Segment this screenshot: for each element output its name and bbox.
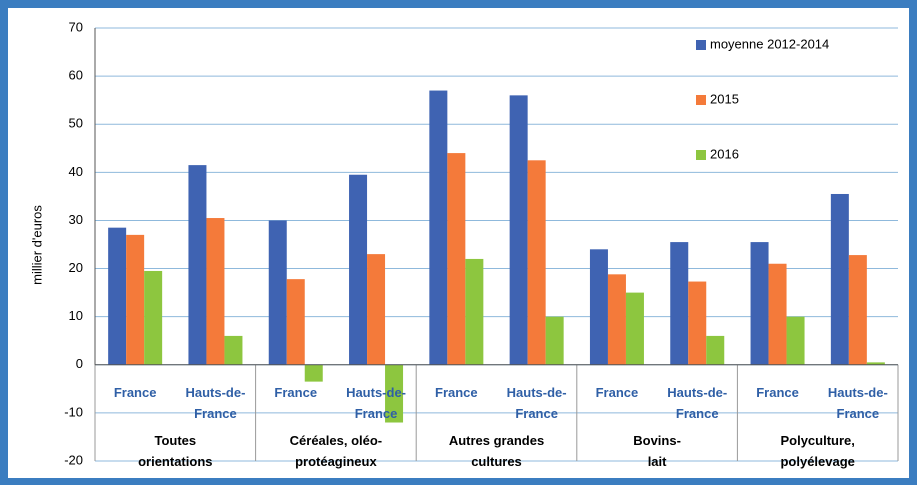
bar xyxy=(625,292,644,365)
group-label: Bovins-lait xyxy=(633,432,681,469)
x-tick-label: France xyxy=(274,384,318,400)
y-tick-label: 40 xyxy=(69,164,83,179)
x-tick-label: Hauts-de-France xyxy=(346,384,407,421)
y-tick-label: 20 xyxy=(69,260,83,275)
y-tick-label: 10 xyxy=(69,308,83,323)
legend-swatch xyxy=(696,150,706,160)
bar xyxy=(545,316,564,365)
legend-label: 2016 xyxy=(710,146,739,161)
bar xyxy=(589,249,608,365)
y-tick-label: 0 xyxy=(76,356,83,371)
bar xyxy=(607,274,626,365)
bar xyxy=(349,174,368,365)
x-tick-label: France xyxy=(595,384,639,400)
bar xyxy=(224,335,243,365)
x-tick-label: Hauts-de-France xyxy=(185,384,246,421)
group-label: Toutes orientations xyxy=(138,432,213,469)
y-tick-label: 60 xyxy=(69,68,83,83)
bar xyxy=(786,316,805,365)
bar xyxy=(429,90,448,365)
bar xyxy=(188,165,207,365)
bar xyxy=(706,335,725,365)
bar xyxy=(830,193,849,365)
bar xyxy=(527,160,546,365)
legend-label: 2015 xyxy=(710,91,739,106)
y-axis-label: millier d'euros xyxy=(29,205,44,285)
bar xyxy=(670,242,689,365)
y-tick-label: -20 xyxy=(64,452,83,467)
x-tick-label: Hauts-de-France xyxy=(827,384,888,421)
bar xyxy=(206,218,225,365)
bar xyxy=(750,242,769,365)
bar xyxy=(268,220,287,365)
group-label: Céréales, oléo-protéagineux xyxy=(289,432,383,469)
group-label: Polyculture, polyélevage xyxy=(780,432,855,469)
x-tick-label: Hauts-de-France xyxy=(667,384,728,421)
x-tick-label: France xyxy=(435,384,478,400)
y-tick-label: 30 xyxy=(69,212,83,227)
bar xyxy=(848,255,867,365)
bar xyxy=(688,281,707,365)
bar xyxy=(447,153,466,365)
bar xyxy=(304,364,323,382)
x-tick-label: France xyxy=(113,384,157,400)
y-tick-label: -10 xyxy=(64,404,83,419)
bar xyxy=(385,364,404,423)
bar xyxy=(126,234,145,365)
y-tick-label: 50 xyxy=(69,116,83,131)
bar xyxy=(509,95,528,365)
bar xyxy=(465,258,484,365)
legend-label: moyenne 2012-2014 xyxy=(710,36,829,51)
bar xyxy=(768,263,787,365)
x-tick-label: France xyxy=(756,384,799,400)
legend-swatch xyxy=(696,95,706,105)
x-tick-label: Hauts-de-France xyxy=(506,384,567,421)
bar xyxy=(144,270,163,365)
y-tick-label: 70 xyxy=(69,19,83,34)
bar xyxy=(866,362,885,365)
group-label: Autres grandes cultures xyxy=(448,432,545,469)
bar xyxy=(286,279,305,365)
legend-swatch xyxy=(696,40,706,50)
bar xyxy=(367,254,386,365)
bar xyxy=(108,227,127,365)
